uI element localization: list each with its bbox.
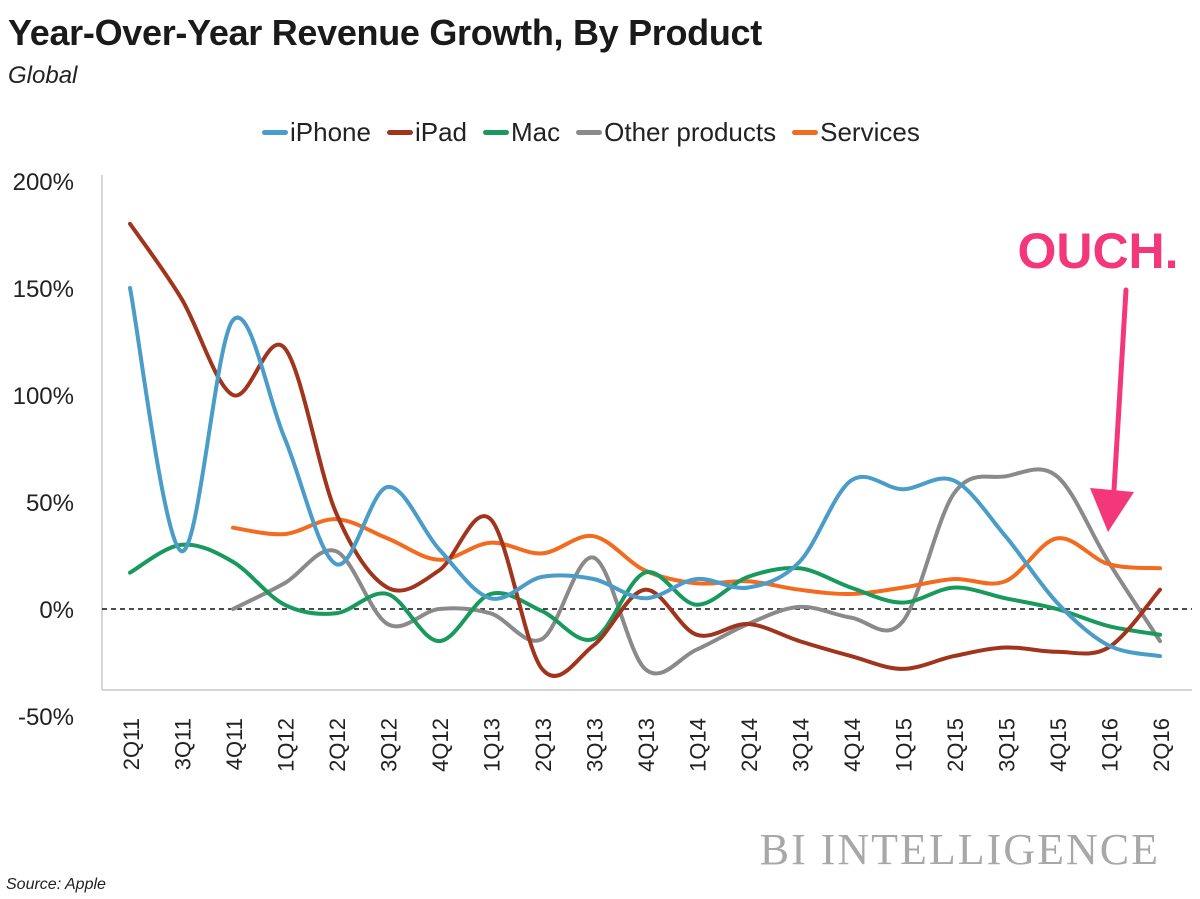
y-tick-label: 150% [13,276,74,303]
series-line-services [231,517,1162,597]
legend-item-services: Services [792,117,920,148]
x-tick-label: 4Q13 [634,718,659,772]
legend-item-iphone: iPhone [262,117,371,148]
legend-label: Services [820,116,920,147]
x-tick-label: 3Q15 [995,718,1020,772]
series-line-other-products [231,467,1162,676]
x-tick-label: 4Q12 [428,718,453,772]
annotation-arrow-shaft [1111,287,1129,493]
source-note: Source: Apple [6,876,106,893]
legend-swatch [483,129,510,135]
bi-intelligence-logo: BI INTELLIGENCE [759,825,1160,874]
x-tick-label: 2Q13 [531,718,556,772]
x-tick-label: 1Q14 [686,718,711,772]
x-tick-label: 2Q11 [119,718,144,770]
chart-title: Year-Over-Year Revenue Growth, By Produc… [8,12,762,53]
x-tick-label: 3Q13 [583,718,608,772]
y-tick-label: -50% [18,704,74,731]
series-line-ipad [128,221,1162,678]
x-tick-label: 3Q11 [171,718,196,770]
x-tick-label: 2Q15 [943,718,968,772]
legend-swatch [386,129,413,135]
legend-swatch [576,129,603,135]
legend-swatch [262,129,288,135]
series-line-iphone [128,286,1162,659]
x-tick-label: 3Q14 [789,718,814,772]
y-tick-label: 50% [26,490,74,517]
legend-swatch [792,129,819,135]
x-tick-label: 1Q16 [1098,718,1123,772]
annotation-outline: OUCH. [1017,223,1178,279]
x-tick-label: 1Q12 [274,718,299,772]
annotation-text: OUCH. [1017,223,1178,279]
legend-label: iPhone [290,116,371,147]
x-tick-label: 4Q14 [840,718,865,772]
y-tick-label: 200% [13,169,74,196]
series-line-mac [128,542,1162,644]
x-tick-label: 1Q15 [892,718,917,772]
legend-label: iPad [414,116,468,147]
legend-label: Mac [511,116,561,147]
legend-item-mac: Mac [483,117,560,148]
chart-legend: iPhone iPad Mac Other products Services [262,116,936,148]
x-tick-label: 2Q16 [1149,718,1174,772]
x-tick-label: 4Q11 [222,718,247,770]
x-tick-label: 4Q15 [1046,718,1071,772]
y-tick-label: 0% [39,597,74,624]
y-tick-label: 100% [13,383,74,410]
x-tick-label: 3Q12 [377,718,402,772]
chart-subtitle: Global [8,62,78,89]
legend-label: Other products [604,116,777,147]
legend-item-ipad: iPad [386,116,468,148]
x-tick-label: 2Q12 [325,718,350,772]
annotation-arrow-head [1090,488,1134,532]
legend-item-other-products: Other products [576,117,776,148]
x-tick-label: 2Q14 [737,718,762,772]
x-tick-label: 1Q13 [480,718,505,772]
